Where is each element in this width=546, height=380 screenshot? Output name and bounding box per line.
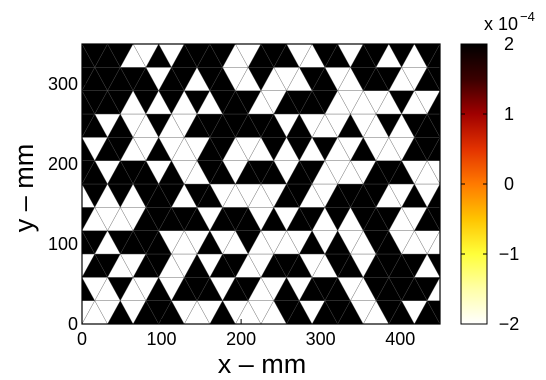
y-tick-label: 300 xyxy=(48,74,78,94)
colorbar-multiplier: x 10 xyxy=(484,14,518,34)
mesh-element xyxy=(426,90,440,115)
colorbar-tick-label: −1 xyxy=(499,244,520,264)
mesh-element xyxy=(426,137,440,161)
plot-area xyxy=(82,44,440,324)
y-tick-label: 0 xyxy=(68,314,78,334)
colorbar-exponent: −4 xyxy=(520,9,535,24)
colorbar: 2 1 0 −1 −2 x 10 −4 xyxy=(460,9,535,334)
y-tick-label: 200 xyxy=(48,154,78,174)
y-axis-label: y – mm xyxy=(9,144,39,233)
x-axis-label: x – mm xyxy=(218,349,307,379)
x-tick-label: 0 xyxy=(77,329,87,349)
colorbar-tick-label: 0 xyxy=(504,174,514,194)
mesh-element xyxy=(426,230,440,255)
mesh-element xyxy=(426,183,440,208)
mesh-element xyxy=(426,277,440,301)
x-axis: 0 100 200 300 400 xyxy=(77,319,415,349)
x-tick-label: 400 xyxy=(385,329,415,349)
colorbar-tick-label: −2 xyxy=(499,314,520,334)
mesh-element xyxy=(426,44,440,68)
colorbar-tick-label: 2 xyxy=(504,34,514,54)
y-axis: 0 100 200 300 xyxy=(48,74,87,334)
colorbar-gradient xyxy=(460,43,488,325)
x-tick-label: 300 xyxy=(306,329,336,349)
y-tick-label: 100 xyxy=(48,234,78,254)
x-tick-label: 200 xyxy=(226,329,256,349)
plot-frame xyxy=(81,43,441,325)
x-tick-label: 100 xyxy=(147,329,177,349)
colorbar-tick-label: 1 xyxy=(504,104,514,124)
